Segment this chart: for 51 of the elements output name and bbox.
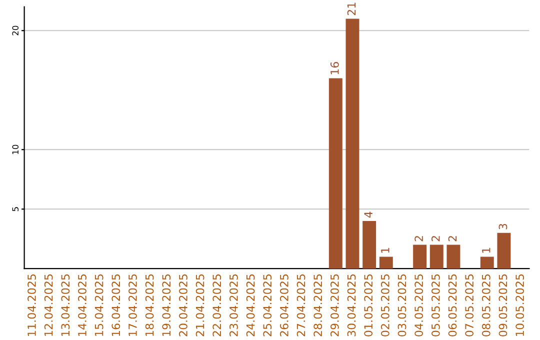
x-tick-label: 06.05.2025 [448, 274, 457, 336]
data-label: 2 [448, 236, 457, 242]
x-tick-label: 27.04.2025 [296, 274, 306, 336]
y-tick-label: 5 [12, 207, 19, 212]
data-label: 21 [347, 2, 356, 16]
x-tick-label: 20.04.2025 [179, 274, 188, 336]
x-tick-label: 25.04.2025 [263, 274, 272, 336]
data-label: 1 [381, 248, 390, 253]
x-tick-label: 13.04.2025 [61, 274, 70, 336]
bar [497, 232, 511, 269]
data-label: 16 [330, 62, 339, 74]
x-tick-label: 26.04.2025 [280, 274, 288, 336]
x-tick-label: 10.05.2025 [516, 274, 524, 336]
x-tick-label: 28.04.2025 [314, 274, 322, 336]
x-tick-label: 05.05.2025 [431, 274, 440, 336]
x-tick-label: 21.04.2025 [196, 274, 204, 336]
x-tick-label: 22.04.2025 [212, 274, 222, 336]
x-tick-label: 11.04.2025 [28, 274, 36, 336]
x-tick-label: 09.05.2025 [498, 274, 508, 336]
x-tick-label: 08.05.2025 [482, 274, 490, 336]
x-tick-label: 18.04.2025 [145, 274, 154, 336]
x-tick-label: 01.05.2025 [364, 274, 373, 336]
bar [480, 256, 494, 269]
x-tick-label: 23.04.2025 [229, 274, 238, 336]
x-tick-label: 14.04.2025 [78, 274, 86, 336]
x-tick-label: 15.04.2025 [94, 274, 104, 336]
x-tick-label: 16.04.2025 [112, 274, 120, 336]
data-label: 4 [364, 212, 372, 218]
data-label: 3 [498, 224, 508, 230]
x-tick-label: 04.05.2025 [414, 274, 424, 336]
x-tick-label: 07.05.2025 [465, 274, 474, 336]
bar [413, 244, 427, 269]
bar [430, 244, 444, 269]
bar [346, 18, 360, 269]
bar [446, 244, 460, 269]
x-tick-label: 02.05.2025 [380, 274, 390, 336]
data-label: 2 [431, 236, 440, 242]
bar [328, 78, 342, 269]
x-tick-label: 03.05.2025 [398, 274, 406, 336]
y-tick-label: 10 [12, 144, 19, 154]
data-label: 2 [414, 236, 423, 242]
x-tick-label: 19.04.2025 [162, 274, 171, 336]
data-label: 1 [482, 248, 490, 253]
bar [379, 256, 393, 269]
bar [362, 221, 376, 269]
x-tick-label: 12.04.2025 [44, 274, 53, 336]
x-tick-label: 17.04.2025 [128, 274, 137, 336]
y-tick-label: 20 [12, 26, 19, 36]
x-tick-label: 24.04.2025 [246, 274, 255, 336]
x-tick-label: 30.04.2025 [347, 274, 356, 336]
x-tick-label: 29.04.2025 [330, 274, 339, 336]
